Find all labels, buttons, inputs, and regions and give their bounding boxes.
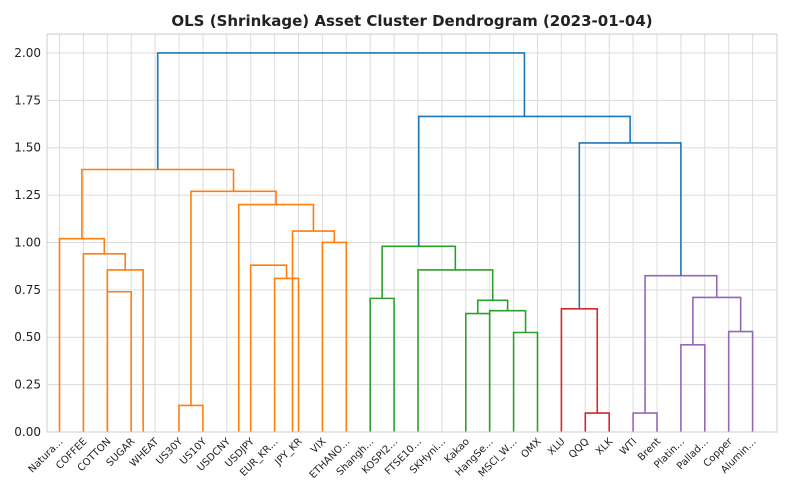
y-tick-label: 0.25 — [14, 378, 41, 392]
dendrogram-link — [273, 277, 300, 432]
plot-background — [47, 34, 777, 432]
x-tick-label: XLU — [546, 436, 567, 457]
y-tick-label: 2.00 — [14, 46, 41, 60]
dendrogram-link — [632, 412, 658, 432]
y-tick-label: 1.25 — [14, 188, 41, 202]
dendrogram-link — [81, 168, 235, 239]
y-tick-label: 1.75 — [14, 93, 41, 107]
dendrogram-link — [178, 404, 204, 432]
dendrogram-link — [369, 297, 395, 432]
dendrogram-link — [644, 274, 718, 414]
x-tick-label: QQQ — [567, 436, 592, 461]
dendrogram-link — [156, 52, 526, 170]
y-tick-label: 0.00 — [14, 425, 41, 439]
dendrogram-link — [249, 264, 288, 432]
dendrogram-link — [584, 412, 610, 432]
dendrogram-link — [560, 308, 599, 432]
dendrogram-link — [58, 237, 106, 432]
chart-title: OLS (Shrinkage) Asset Cluster Dendrogram… — [171, 12, 652, 30]
x-tick-label: OMX — [519, 436, 543, 460]
dendrogram-link — [417, 115, 631, 247]
y-tick-label: 0.75 — [14, 283, 41, 297]
y-tick-label: 1.00 — [14, 235, 41, 249]
x-tick-label: XLK — [594, 436, 616, 458]
y-tick-label: 1.50 — [14, 141, 41, 155]
y-axis-ticks: 0.00 0.25 0.50 0.75 1.00 1.25 1.50 1.75 2.00 — [14, 46, 41, 439]
dendrogram-links — [58, 52, 754, 432]
dendrogram-link — [291, 230, 336, 432]
x-tick-label: VIX — [309, 436, 329, 456]
dendrogram-link — [476, 299, 509, 314]
y-tick-label: 0.50 — [14, 330, 41, 344]
dendrogram-link — [82, 253, 127, 432]
dendrogram-link — [190, 190, 277, 406]
dendrogram-link — [488, 309, 527, 432]
x-axis-ticks: Natura…COFFEECOTTONSUGARWHEATUS30YUS10YU… — [27, 436, 759, 481]
dendrogram-link — [381, 245, 457, 299]
plot-frame — [46, 33, 778, 433]
